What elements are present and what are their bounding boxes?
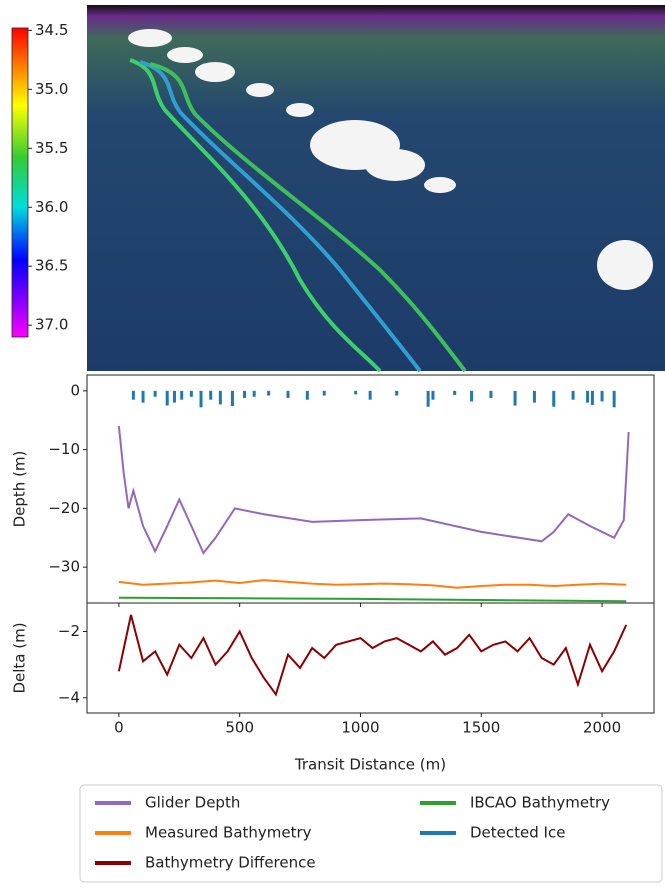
ice-bar — [165, 390, 169, 406]
ice-bar — [600, 390, 604, 402]
ice-bar — [252, 390, 256, 397]
ice-bar — [189, 390, 193, 397]
ice-bar — [286, 390, 290, 398]
ice-bar — [141, 390, 145, 403]
x-tick-label: 1500 — [462, 719, 500, 737]
ice-bar — [243, 390, 247, 398]
ice-bar — [209, 390, 213, 400]
ice-bar — [470, 390, 474, 402]
y-tick-label: 36.5 — [35, 257, 68, 275]
series-line — [117, 426, 630, 555]
ice-bar — [489, 390, 493, 398]
ice-bar — [571, 390, 575, 400]
y-tick-label: −10 — [48, 440, 80, 458]
ice-bar — [590, 390, 594, 405]
ice-bar — [199, 390, 203, 408]
y-axis-label: Delta (m) — [11, 622, 29, 693]
series-line — [118, 579, 627, 589]
ice-bar — [218, 390, 222, 405]
ice-bar — [180, 390, 184, 400]
ice-bar — [532, 390, 536, 403]
x-axis-label: Transit Distance (m) — [294, 756, 446, 774]
legend — [79, 784, 663, 883]
ice-bar — [453, 390, 457, 395]
ice-bar — [513, 390, 517, 406]
series-line — [118, 596, 627, 603]
ice-bar — [586, 390, 590, 403]
ice-bar — [172, 390, 176, 403]
x-tick-label: 2000 — [583, 719, 621, 737]
y-tick-label: −2 — [58, 622, 80, 640]
legend-label: Measured Bathymetry — [145, 824, 312, 842]
ice-bar — [230, 390, 234, 407]
ice-bar — [368, 390, 372, 400]
series-line — [117, 614, 628, 697]
legend-label: Glider Depth — [145, 794, 240, 812]
ice-bar — [552, 390, 556, 407]
legend-label: Bathymetry Difference — [145, 854, 316, 872]
y-tick-label: 34.5 — [35, 21, 68, 39]
y-tick-label: 37.0 — [35, 316, 68, 334]
x-tick-label: 500 — [225, 719, 254, 737]
axes-frame — [86, 602, 655, 714]
ice-bar — [431, 390, 435, 400]
ice-bar — [305, 390, 309, 400]
y-tick-label: 35.5 — [35, 139, 68, 157]
legend-label: Detected Ice — [470, 824, 565, 842]
y-tick-label: −20 — [48, 499, 80, 517]
y-tick-label: 0 — [70, 381, 80, 399]
ice-bar — [426, 390, 430, 407]
ice-bar — [354, 390, 358, 395]
ice-bar — [267, 390, 271, 396]
y-tick-label: −30 — [48, 558, 80, 576]
ice-bar — [395, 390, 399, 396]
x-tick-label: 1000 — [341, 719, 379, 737]
ice-bar — [612, 390, 616, 408]
legend-label: IBCAO Bathymetry — [470, 794, 610, 812]
x-tick-label: 0 — [114, 719, 124, 737]
ice-bar — [322, 390, 326, 396]
y-axis-label: Depth (m) — [11, 451, 29, 528]
scene-3d — [87, 5, 665, 373]
y-tick-label: 36.0 — [35, 198, 68, 216]
ice-bar — [153, 390, 157, 397]
axes-frame — [86, 374, 655, 604]
y-tick-label: 35.0 — [35, 80, 68, 98]
y-tick-label: −4 — [58, 688, 80, 706]
colorbar — [11, 27, 29, 338]
ice-bar — [131, 390, 135, 400]
